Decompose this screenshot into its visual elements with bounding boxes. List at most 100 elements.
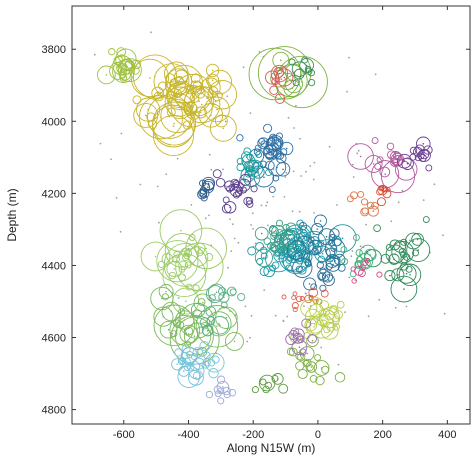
event-center-dot: [216, 325, 218, 328]
event-circle: [205, 285, 224, 304]
event-center-dot: [245, 156, 248, 158]
event-center-dot: [316, 228, 319, 230]
background-event-dot: [394, 306, 397, 309]
event-center-dot: [184, 300, 187, 302]
event-circle: [178, 365, 190, 377]
event-center-dot: [298, 68, 301, 70]
event-circle: [360, 207, 370, 217]
event-circle: [192, 80, 203, 91]
event-center-dot: [180, 76, 182, 78]
event-center-dot: [280, 59, 282, 61]
background-event-dot: [252, 228, 255, 230]
event-center-dot: [263, 176, 265, 179]
event-circle: [280, 141, 294, 156]
event-circle: [263, 265, 276, 278]
event-circle: [208, 86, 219, 96]
event-circle: [205, 306, 217, 317]
background-event-dot: [285, 171, 288, 174]
event-circle: [309, 374, 318, 383]
background-event-dot: [300, 175, 302, 177]
event-circle: [207, 79, 238, 110]
background-event-dot: [156, 185, 159, 188]
background-event-dot: [292, 170, 295, 173]
event-circle: [184, 326, 194, 336]
event-circle: [201, 324, 214, 337]
event-circle: [373, 224, 381, 233]
event-circle: [232, 180, 241, 188]
event-circle: [206, 316, 216, 326]
event-circle: [237, 292, 246, 302]
x-tick-label: -200: [242, 429, 264, 441]
event-circle: [306, 364, 314, 372]
event-circle: [279, 246, 304, 271]
event-circle: [108, 48, 116, 56]
x-tick-label: -600: [113, 429, 135, 441]
event-center-dot: [176, 363, 178, 366]
background-event-dot: [231, 223, 234, 226]
background-event-dot: [309, 165, 312, 167]
background-event-dot: [337, 363, 340, 366]
event-circle: [301, 318, 312, 329]
event-center-dot: [305, 64, 308, 67]
event-center-dot: [321, 319, 324, 322]
background-event-dot: [367, 315, 370, 318]
x-tick-label: 200: [373, 429, 391, 441]
event-circle: [211, 355, 220, 364]
event-circle: [405, 232, 422, 250]
event-circle: [275, 151, 285, 160]
event-center-dot: [338, 258, 341, 261]
y-tick-label: 4000: [42, 116, 66, 128]
event-center-dot: [293, 250, 296, 253]
event-circle: [259, 160, 267, 168]
event-center-dot: [263, 257, 265, 259]
event-circle: [251, 386, 259, 394]
event-center-dot: [320, 367, 323, 369]
background-event-dot: [176, 157, 179, 160]
event-circle: [270, 232, 278, 240]
background-event-dot: [224, 120, 227, 123]
event-circle: [288, 58, 296, 66]
event-center-dot: [384, 173, 387, 175]
event-center-dot: [397, 274, 399, 276]
event-center-dot: [154, 255, 157, 258]
event-circle: [263, 144, 279, 160]
event-circle: [416, 136, 431, 152]
event-center-dot: [154, 75, 156, 78]
event-center-dot: [192, 92, 195, 95]
event-circle: [364, 248, 377, 262]
background-event-dot: [210, 168, 213, 171]
event-circle: [330, 305, 338, 313]
event-circle: [262, 385, 270, 394]
event-circle: [281, 294, 287, 300]
event-circle: [304, 294, 313, 304]
background-event-dot: [282, 319, 285, 322]
event-circle: [185, 283, 193, 291]
event-circle: [197, 298, 206, 306]
cluster-8: [212, 169, 258, 214]
event-circle: [332, 322, 340, 331]
event-circle: [221, 203, 232, 214]
background-event-dot: [280, 78, 283, 81]
event-circle: [275, 67, 283, 75]
event-circle: [371, 137, 379, 145]
event-circle: [167, 93, 193, 120]
background-event-dot: [374, 73, 377, 76]
event-circle: [152, 104, 195, 148]
event-circle: [178, 260, 188, 271]
event-center-dot: [199, 247, 201, 250]
event-circle: [319, 284, 327, 292]
event-circle: [200, 194, 208, 202]
event-center-dot: [165, 290, 167, 293]
background-event-dot: [266, 201, 269, 204]
event-circle: [324, 238, 346, 259]
event-circle: [388, 253, 400, 265]
background-event-dot: [230, 250, 233, 253]
background-event-dot: [233, 237, 236, 240]
event-center-dot: [326, 276, 329, 278]
cluster-25: [205, 375, 237, 405]
event-center-dot: [206, 329, 209, 332]
event-circle: [391, 268, 405, 282]
event-center-dot: [200, 111, 202, 114]
event-circle: [385, 243, 393, 251]
background-event-dot: [165, 173, 168, 176]
